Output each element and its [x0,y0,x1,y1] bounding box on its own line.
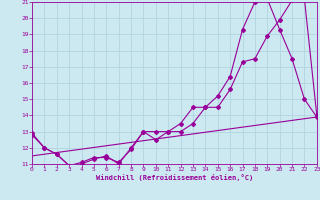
X-axis label: Windchill (Refroidissement éolien,°C): Windchill (Refroidissement éolien,°C) [96,174,253,181]
